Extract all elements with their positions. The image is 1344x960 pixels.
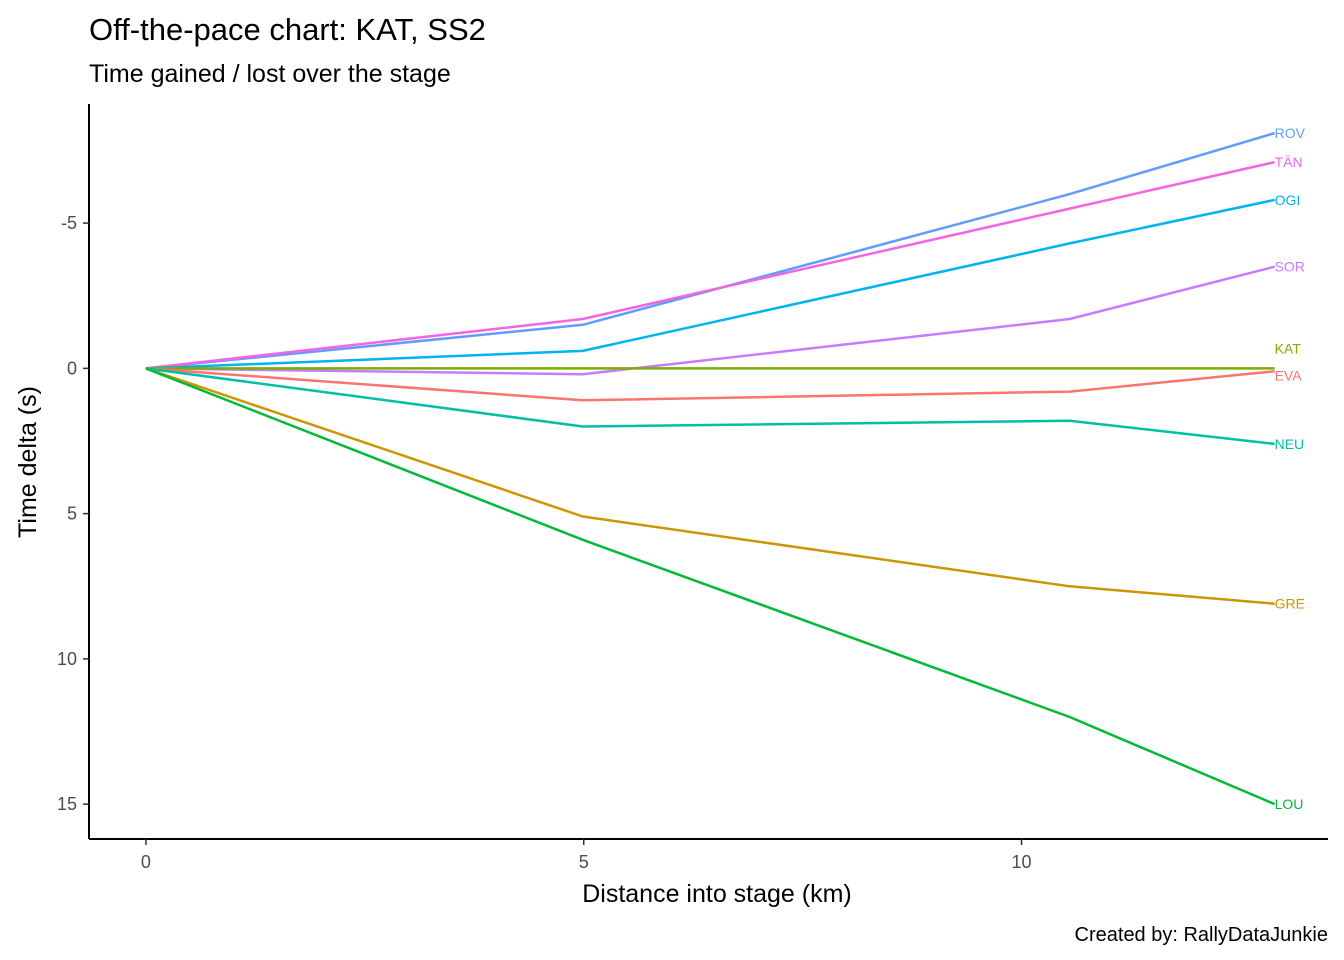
series-lines xyxy=(145,131,1276,806)
chart-caption: Created by: RallyDataJunkie xyxy=(1075,924,1328,946)
series-line-rov xyxy=(145,131,1275,370)
y-axis-title: Time delta (s) xyxy=(14,386,42,538)
series-line-eva xyxy=(145,367,1275,402)
series-label-tän: TÄN xyxy=(1275,154,1303,170)
x-tick-label: 10 xyxy=(1012,852,1032,872)
chart-subtitle: Time gained / lost over the stage xyxy=(89,60,451,88)
chart-title: Off-the-pace chart: KAT, SS2 xyxy=(89,12,486,47)
series-line-sor xyxy=(145,265,1275,376)
series-line-lou xyxy=(145,367,1276,806)
x-axis-title: Distance into stage (km) xyxy=(582,880,852,908)
x-axis-ticks: 0 5 10 xyxy=(141,839,1032,872)
x-tick-label: 0 xyxy=(141,852,151,872)
series-label-lou: LOU xyxy=(1275,796,1304,812)
y-axis-ticks: -5 0 5 10 15 xyxy=(57,213,89,814)
y-tick-label: 15 xyxy=(57,794,77,814)
y-tick-label: -5 xyxy=(61,213,77,233)
y-tick-label: 10 xyxy=(57,649,77,669)
series-line-ogi xyxy=(145,198,1275,370)
series-label-ogi: OGI xyxy=(1275,192,1301,208)
series-label-rov: ROV xyxy=(1275,125,1306,141)
series-line-gre xyxy=(145,367,1275,605)
series-label-sor: SOR xyxy=(1275,259,1305,275)
y-tick-label: 5 xyxy=(67,504,77,524)
series-label-kat: KAT xyxy=(1275,340,1302,356)
x-tick-label: 5 xyxy=(579,852,589,872)
series-label-gre: GRE xyxy=(1275,596,1305,612)
series-label-neu: NEU xyxy=(1275,436,1305,452)
series-line-neu xyxy=(145,367,1275,446)
series-end-labels: ROV TÄN OGI SOR KAT EVA NEU GRE LOU xyxy=(1275,125,1306,812)
y-tick-label: 0 xyxy=(67,358,77,378)
series-label-eva: EVA xyxy=(1275,367,1303,383)
series-line-tän xyxy=(145,160,1275,370)
